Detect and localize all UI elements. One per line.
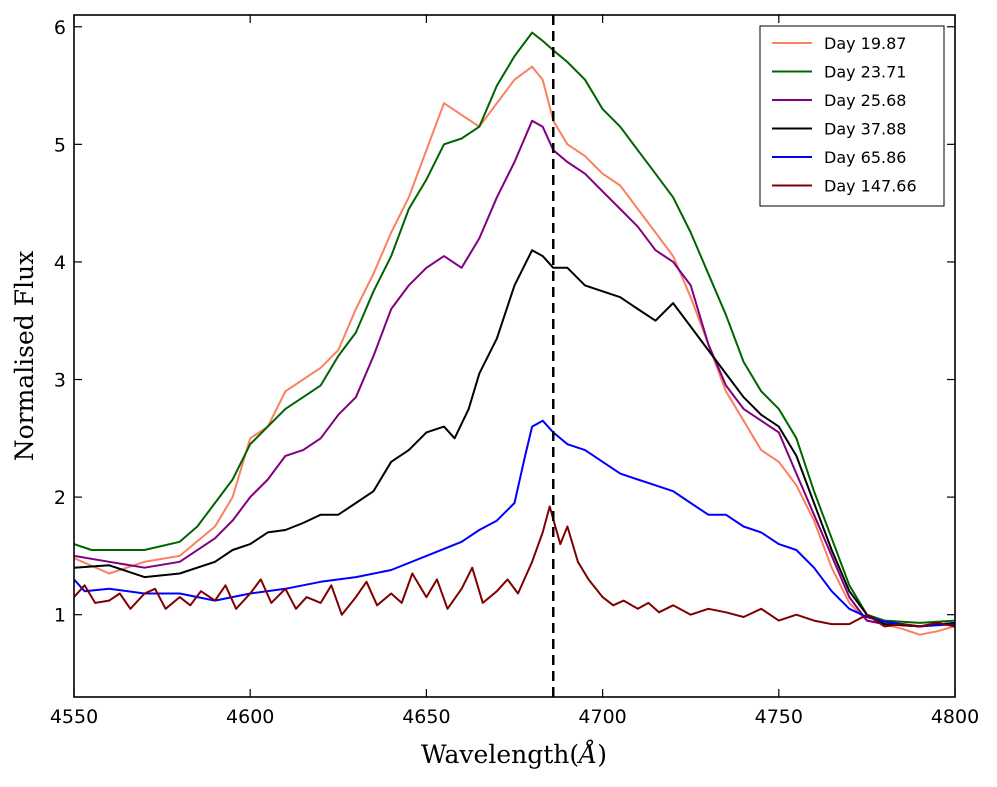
y-axis-label: Normalised Flux (10, 251, 39, 462)
y-tick-label: 1 (54, 605, 66, 627)
x-tick-label: 4700 (578, 706, 626, 728)
series-line-day-25-68 (74, 119, 955, 628)
legend-box (759, 25, 945, 207)
legend-label: Day 23.71 (824, 63, 906, 82)
y-tick-label: 6 (54, 17, 66, 39)
x-tick-label: 4550 (50, 706, 98, 728)
legend-label: Day 147.66 (824, 177, 917, 196)
series-group (74, 15, 955, 697)
y-tick-label: 2 (54, 487, 66, 509)
x-tick-label: 4800 (931, 706, 979, 728)
legend-label: Day 25.68 (824, 91, 906, 110)
series-line-day-65-86 (74, 419, 955, 628)
y-tick-label: 5 (54, 134, 66, 156)
series-line-day-147-66 (74, 505, 955, 628)
axis-ticks: 4550 4600 4650 4700 4750 4800 1 2 3 4 5 6 (50, 15, 979, 728)
legend-label: Day 65.86 (824, 148, 906, 167)
y-tick-label: 3 (54, 370, 66, 392)
x-tick-label: 4600 (226, 706, 274, 728)
y-tick-label: 4 (54, 252, 66, 274)
x-tick-label: 4650 (402, 706, 450, 728)
legend: Day 19.87 Day 23.71 Day 25.68 Day 37.88 Day … (759, 25, 945, 207)
legend-label: Day 19.87 (824, 34, 906, 53)
series-line-day-23-71 (74, 31, 955, 624)
series-line-day-19-87 (74, 65, 955, 636)
legend-label: Day 37.88 (824, 120, 906, 139)
plot-area (74, 15, 955, 697)
plot-frame (73, 14, 956, 698)
series-line-day-37-88 (74, 249, 955, 628)
x-tick-label: 4750 (755, 706, 803, 728)
x-axis-label: Wavelength(Å) (421, 739, 607, 769)
